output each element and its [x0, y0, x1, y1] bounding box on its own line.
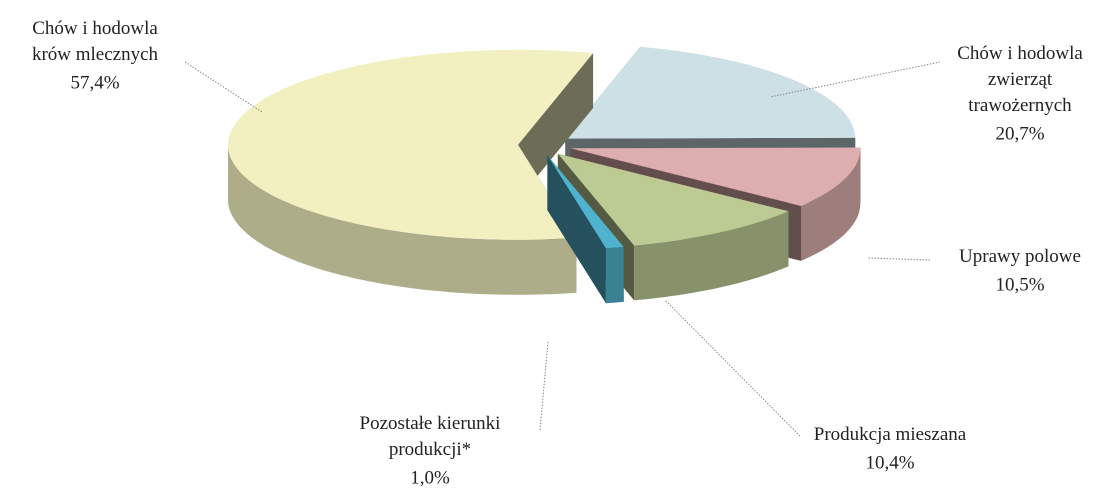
slice — [547, 155, 624, 249]
label-line: Uprawy polowe — [959, 246, 1081, 267]
label-line: Produkcja mieszana — [814, 424, 967, 445]
slice-label: Chów i hodowla zwierząt trawożernych — [957, 43, 1083, 116]
value-label: 10,5% — [995, 274, 1044, 295]
slice-side — [547, 155, 606, 304]
slice-label: Pozostałe kierunki produkcji* — [360, 413, 501, 460]
slice-label: Chów i hodowla krów mlecznych — [32, 18, 159, 65]
slice — [570, 147, 861, 206]
leader-line — [539, 341, 549, 431]
value-label: 20,7% — [995, 123, 1044, 144]
slice-wall — [228, 144, 577, 295]
leader-line — [769, 61, 941, 98]
label-line: produkcji* — [389, 439, 471, 460]
value-label: 10,4% — [865, 452, 914, 473]
label-line: zwierząt — [988, 69, 1053, 90]
slice-side — [518, 53, 594, 200]
label-line: krów mlecznych — [32, 44, 159, 65]
label-line: Chów i hodowla — [957, 43, 1083, 64]
label-line: trawożernych — [968, 95, 1072, 116]
leader-line — [184, 61, 263, 113]
slice-wall — [634, 211, 789, 301]
leader-line — [664, 299, 801, 437]
value-label: 57,4% — [70, 72, 119, 93]
slice — [565, 46, 856, 139]
leader-line — [867, 257, 931, 261]
slice-wall — [801, 148, 861, 261]
slice-wall — [605, 246, 624, 304]
label-line: Chów i hodowla — [32, 18, 158, 39]
slice-label: Produkcja mieszana — [814, 424, 967, 445]
slice-label: Uprawy polowe — [959, 246, 1081, 267]
label-line: Pozostałe kierunki — [360, 413, 501, 434]
slice — [228, 49, 594, 240]
slice — [557, 153, 789, 246]
value-label: 1,0% — [410, 467, 450, 488]
